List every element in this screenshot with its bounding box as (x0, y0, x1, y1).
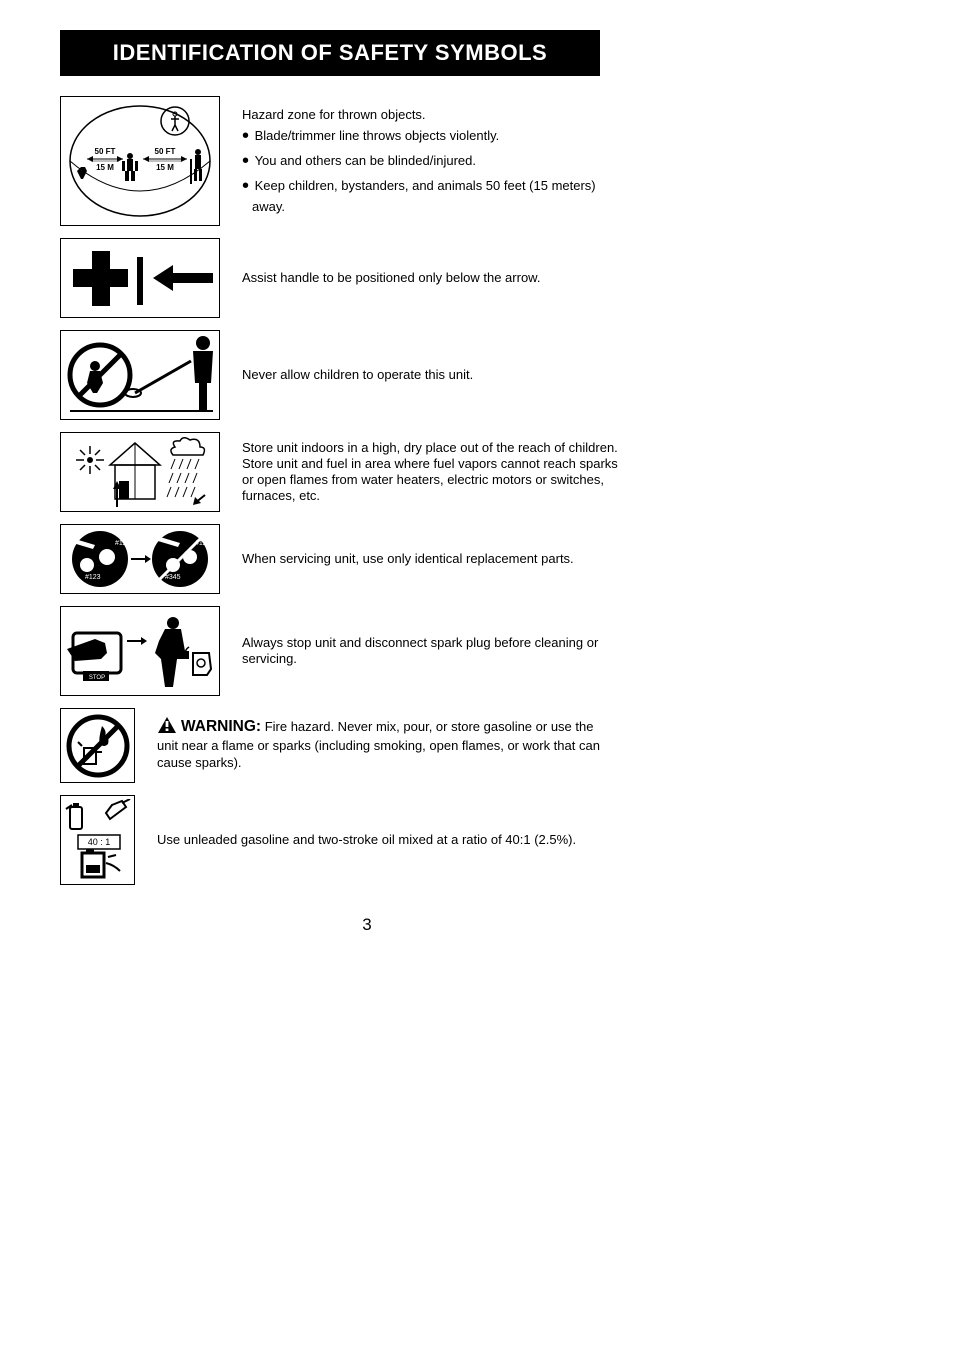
stop-before-service-icon: STOP (60, 606, 220, 696)
stop-before-service-desc: Always stop unit and disconnect spark pl… (242, 635, 622, 668)
page-title: IDENTIFICATION OF SAFETY SYMBOLS (60, 30, 600, 76)
svg-text:#345: #345 (165, 574, 181, 581)
no-children-desc: Never allow children to operate this uni… (242, 367, 473, 383)
svg-text:15 M: 15 M (96, 163, 114, 172)
no-children-icon (60, 330, 220, 420)
hazard-zone-desc: Hazard zone for thrown objects. Blade/tr… (242, 107, 622, 215)
svg-text:15 M: 15 M (156, 163, 174, 172)
store-indoors-icon (60, 432, 220, 512)
symbol-row-assist-handle: Assist handle to be positioned only belo… (60, 238, 894, 318)
symbol-row-hazard-zone: 50 FT 15 M 50 FT 15 M Hazard zone for th… (60, 96, 894, 226)
svg-text:#123: #123 (115, 540, 131, 547)
symbol-row-store-indoors: Store unit indoors in a high, dry place … (60, 432, 894, 512)
fuel-mix-desc: Use unleaded gasoline and two-stroke oil… (157, 832, 576, 848)
symbol-row-replacement-parts: #123 #123 #123 #345 When servicing unit,… (60, 524, 894, 594)
store-indoors-desc: Store unit indoors in a high, dry place … (242, 440, 622, 505)
fire-warning-desc: WARNING: Fire hazard. Never mix, pour, o… (157, 716, 617, 771)
svg-text:50 FT: 50 FT (155, 147, 176, 156)
fuel-mix-icon: 40 : 1 (60, 795, 135, 885)
symbol-row-fire-warning: WARNING: Fire hazard. Never mix, pour, o… (60, 708, 894, 783)
svg-text:STOP: STOP (89, 675, 105, 681)
symbol-row-no-children: Never allow children to operate this uni… (60, 330, 894, 420)
assist-handle-desc: Assist handle to be positioned only belo… (242, 270, 540, 286)
warning-triangle-icon (157, 716, 177, 738)
symbol-row-stop-before-service: STOP Always stop unit and disconnect spa… (60, 606, 894, 696)
svg-text:40 : 1: 40 : 1 (87, 837, 110, 847)
hazard-zone-icon: 50 FT 15 M 50 FT 15 M (60, 96, 220, 226)
svg-text:#123: #123 (85, 574, 101, 581)
replacement-parts-desc: When servicing unit, use only identical … (242, 551, 574, 567)
replacement-parts-icon: #123 #123 #123 #345 (60, 524, 220, 594)
fire-hazard-icon (60, 708, 135, 783)
symbol-row-fuel-mix: 40 : 1 Use unleaded gasoline and two-str… (60, 795, 894, 885)
page-number: 3 (0, 915, 894, 935)
assist-handle-icon (60, 238, 220, 318)
svg-text:50 FT: 50 FT (95, 147, 116, 156)
